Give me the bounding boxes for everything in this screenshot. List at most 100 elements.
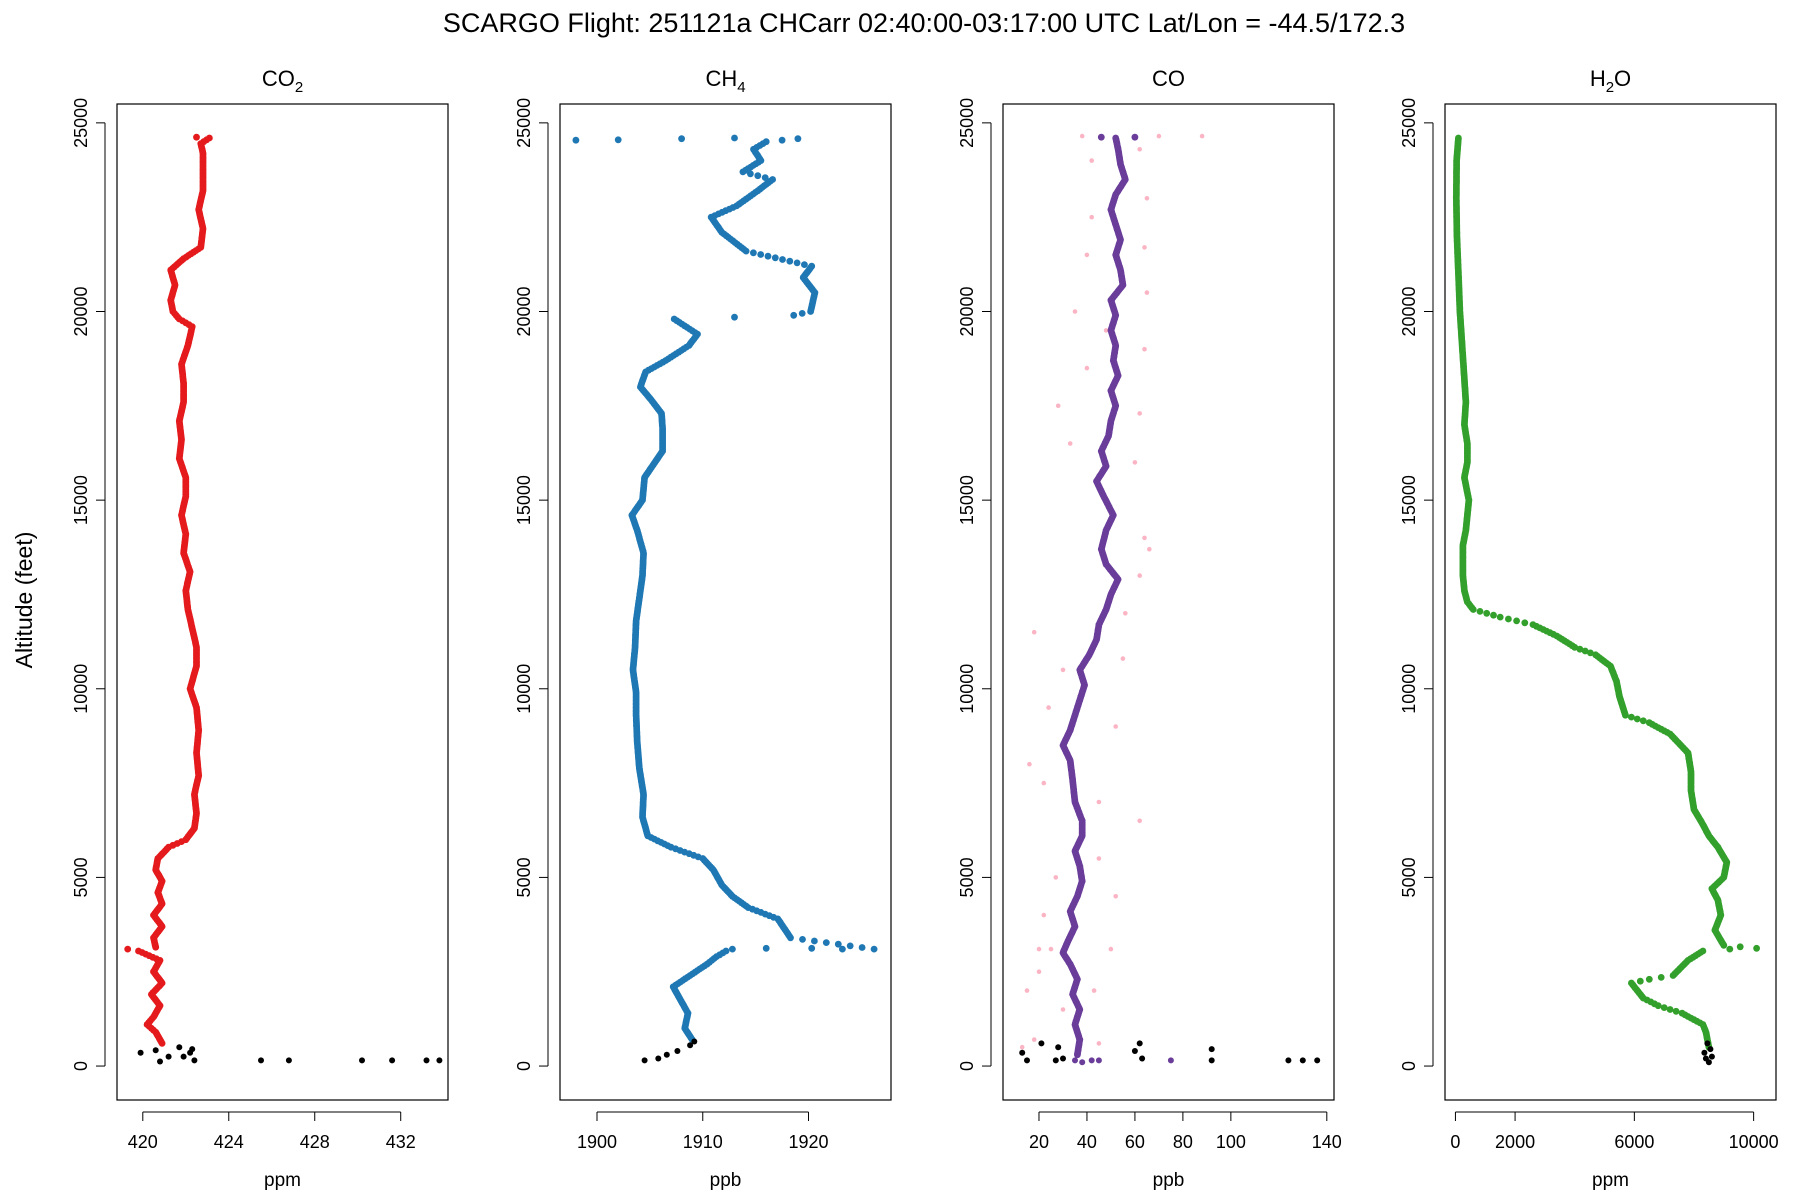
y-tick-label: 15000 [71,475,91,525]
data-point [423,1057,430,1064]
data-point [191,1057,198,1064]
data-point [1031,629,1037,635]
data-point [1072,309,1078,314]
data-point [176,1044,183,1051]
x-tick-label: 420 [128,1132,158,1152]
data-point [189,1046,196,1053]
plot-area [124,133,443,1065]
data-point [1144,290,1150,295]
series-near-surface [137,1044,443,1065]
data-point [1038,1040,1045,1047]
data-point [794,135,802,143]
plot-frame [116,103,449,1101]
data-point [1592,651,1599,659]
x-axis-label: ppm [1592,1170,1629,1191]
x-tick-label: 428 [300,1132,330,1152]
data-point [1053,875,1059,880]
data-point [1096,799,1102,805]
y-tick-label: 10000 [1399,664,1419,714]
data-point [1636,977,1644,985]
data-point [811,937,818,945]
series-near-surface-co [1072,1057,1174,1066]
data-point [1299,1057,1306,1064]
panel-title-subscript: 2 [295,79,303,96]
data-point [1060,1007,1066,1012]
data-point [1055,1044,1062,1051]
data-point [754,172,762,180]
panel-1: CO2 420 424 428 432 ppm 0 5000 10000 15000 20000 25… [71,66,449,1191]
data-point [799,936,806,943]
panel-title-main: H [1590,66,1606,91]
data-point [1097,133,1105,141]
data-point [663,1051,670,1058]
x-tick-label: 80 [1173,1132,1193,1152]
panel-title-suffix: O [1614,66,1631,91]
data-point [1513,617,1520,625]
x-tick-label: 6000 [1614,1132,1654,1152]
data-point [1079,133,1085,139]
data-point [691,1038,698,1045]
data-point [771,254,779,262]
data-point [808,262,816,270]
data-point [687,1042,694,1049]
x-tick-label: 1920 [788,1132,828,1152]
data-point [1208,1057,1215,1064]
data-point [1091,988,1097,993]
y-tick-label: 20000 [957,286,977,336]
series-near-surface [641,1038,698,1064]
data-point [678,135,685,143]
data-point [193,133,200,141]
y-tick-label: 0 [71,1061,91,1071]
data-point [801,261,808,268]
data-point [1036,946,1042,952]
data-point [1036,969,1042,974]
data-point [1708,1053,1715,1060]
data-point [1041,912,1047,918]
data-point [152,1047,159,1054]
data-point [1199,133,1205,139]
plot-area [1019,133,1321,1066]
x-tick-label: 20 [1029,1132,1049,1152]
data-point [1678,1009,1686,1017]
data-point [1046,705,1051,710]
x-tick-label: 100 [1216,1132,1246,1152]
x-axis-label: ppb [1153,1170,1185,1191]
data-point [1131,1048,1138,1054]
data-point [641,1057,648,1064]
x-axis-label: ppb [710,1170,742,1191]
series-profile [1452,134,1760,1051]
data-point [572,136,580,144]
data-point [1726,945,1734,953]
plot-frame [1444,103,1777,1101]
data-point [1147,546,1152,552]
data-point [180,1053,187,1060]
data-point [1639,717,1647,725]
data-point [722,947,730,955]
data-point [655,1055,662,1062]
data-point [1581,647,1589,655]
data-point [1060,667,1066,673]
panel-title-main: CO [1152,66,1185,91]
y-tick-label: 0 [1399,1061,1419,1071]
data-point [1084,252,1090,258]
data-point [1167,1057,1174,1064]
data-point [1666,1006,1674,1013]
data-point [1455,134,1462,142]
plot-frame [1002,103,1335,1101]
data-point [1123,611,1128,616]
panel-title: CH4 [705,66,745,96]
y-axis-title: Altitude (feet) [11,532,37,669]
data-point [1142,535,1147,541]
panel-title-subscript: 4 [737,79,745,96]
data-point [1137,411,1142,416]
data-point [778,136,786,144]
data-point [1088,1057,1095,1064]
data-point [750,249,757,257]
y-tick-label: 25000 [514,98,534,148]
data-point [1136,1040,1143,1047]
figure-title: SCARGO Flight: 251121a CHCarr 02:40:00-0… [443,8,1405,38]
data-point [1041,780,1047,786]
data-point [1645,975,1653,983]
y-tick-label: 5000 [514,857,534,897]
